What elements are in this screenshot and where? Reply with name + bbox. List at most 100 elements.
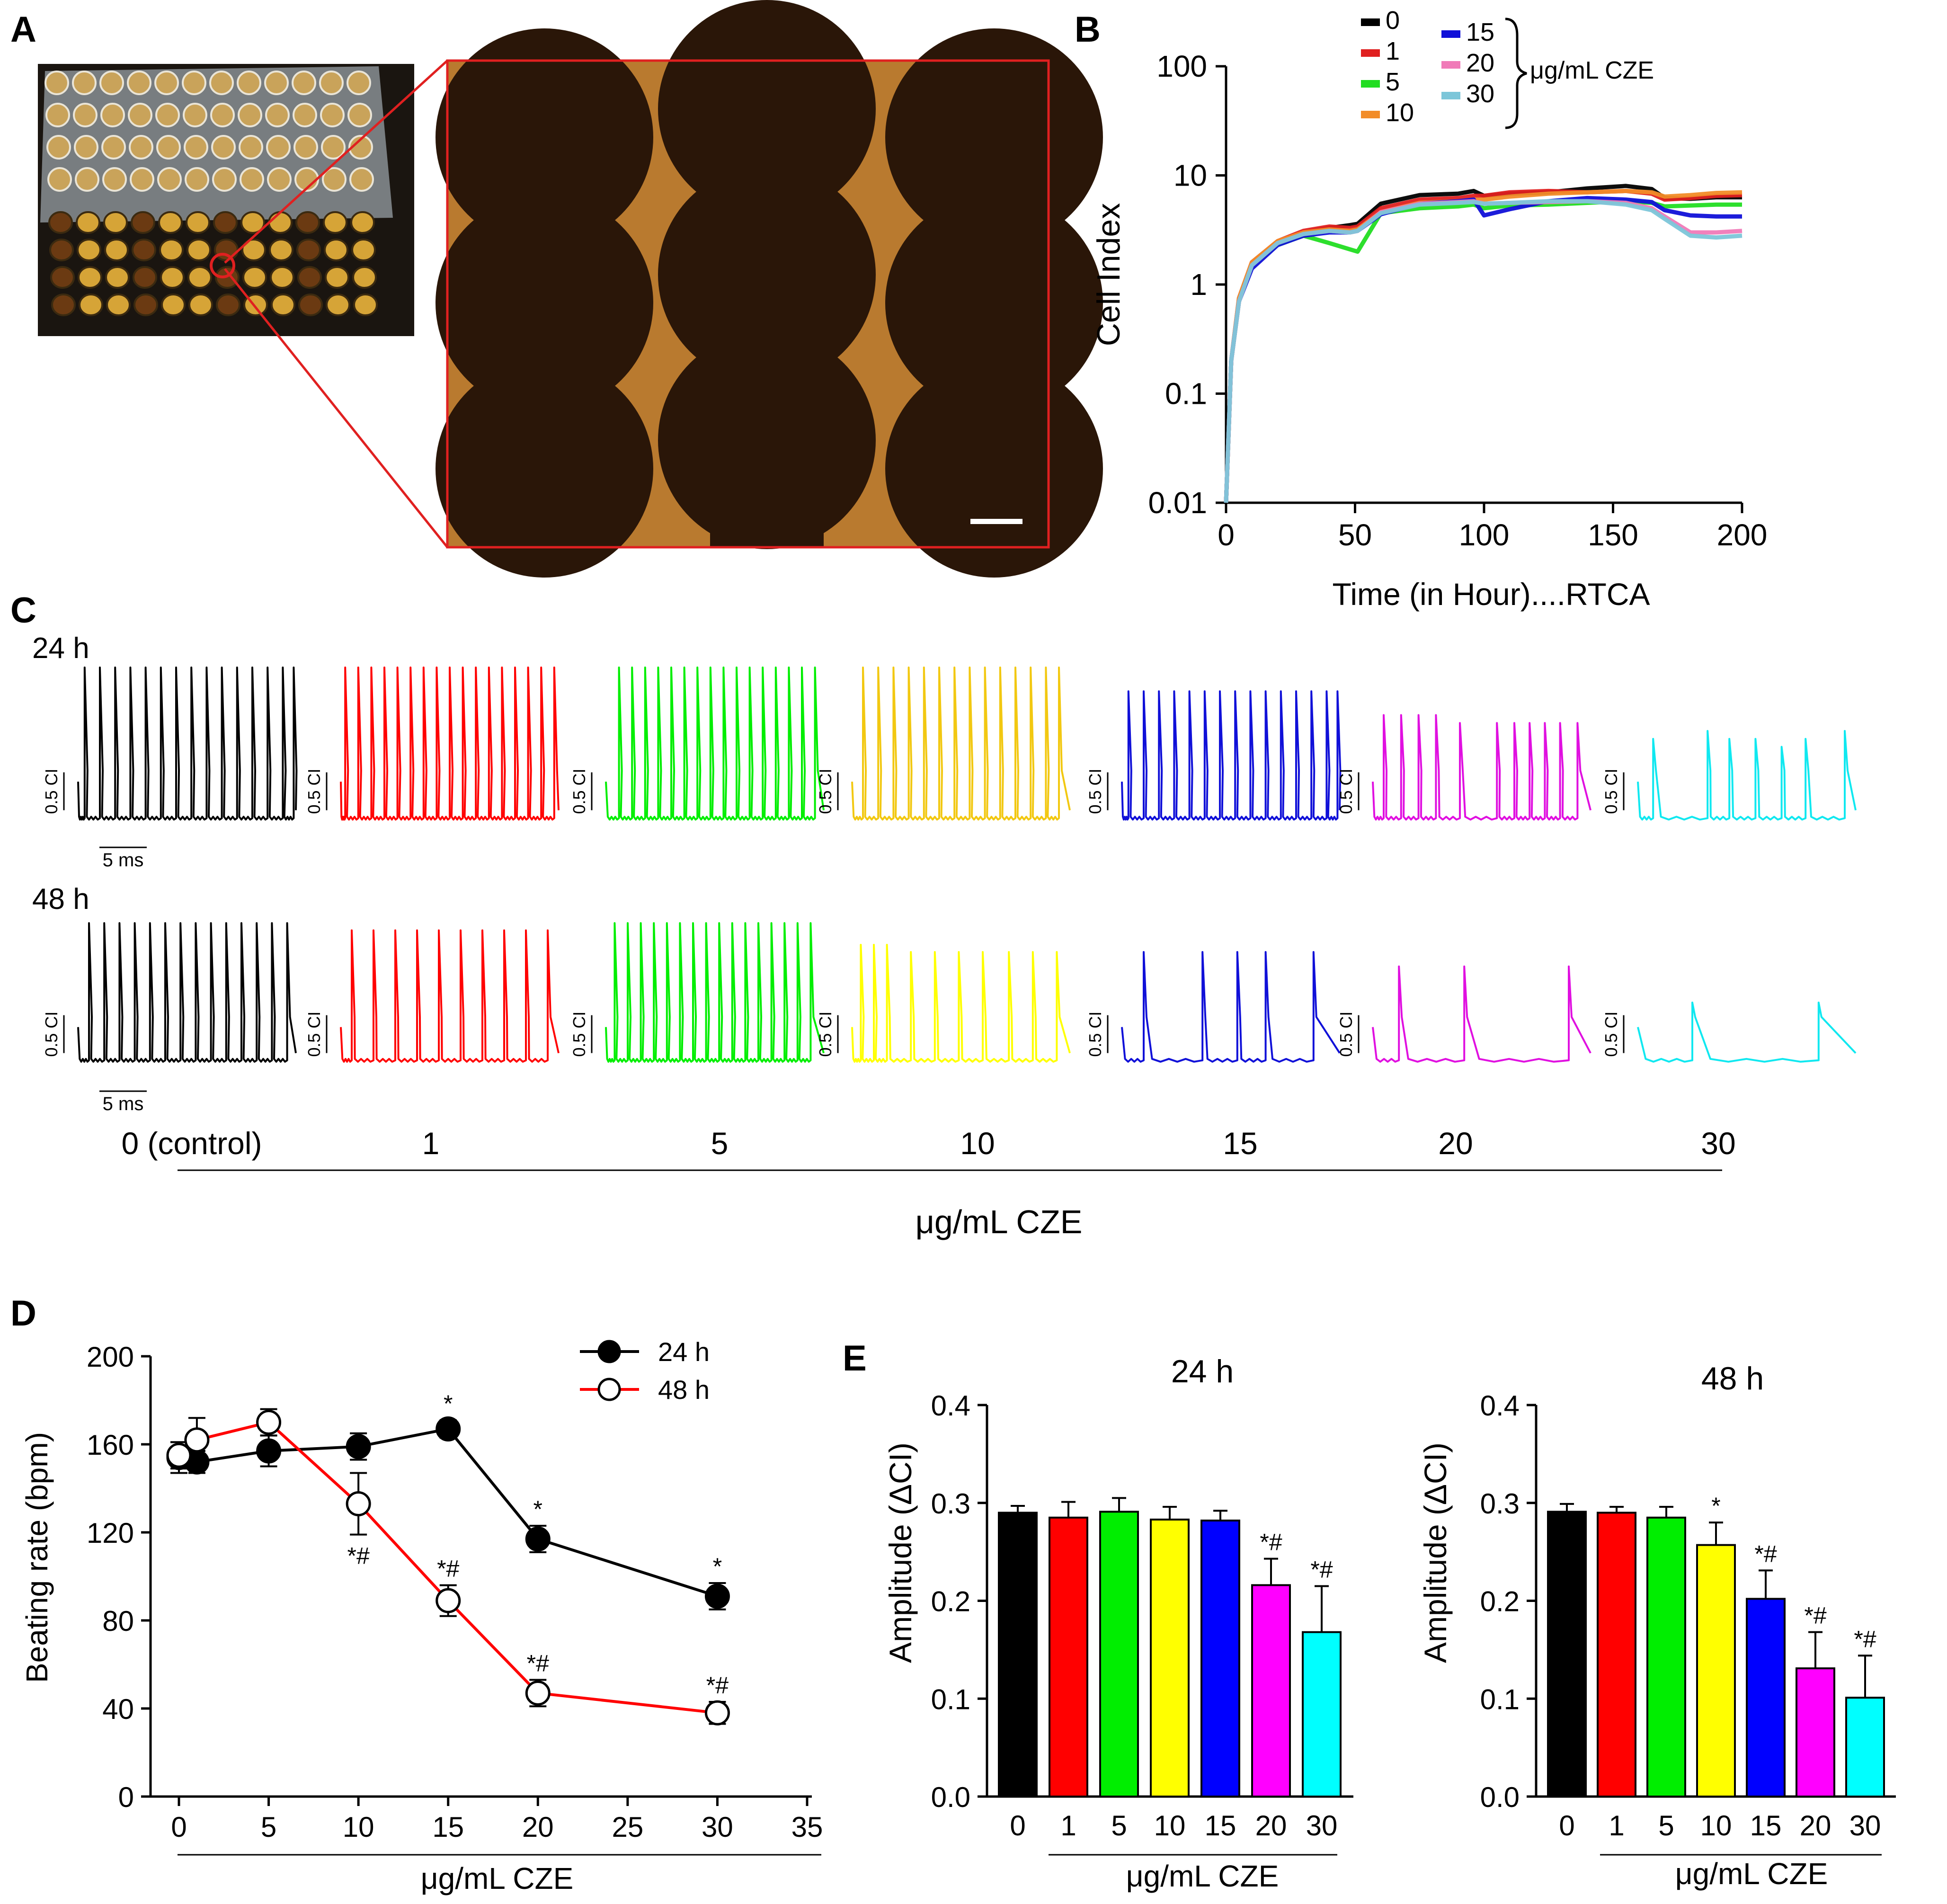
- zoom-well-marker: [210, 253, 235, 278]
- significance-mark: *#: [706, 1672, 729, 1699]
- plate-well: [103, 211, 128, 234]
- rtca-x-tick-label: 200: [1717, 518, 1768, 552]
- amplitude-24h-bar: [1049, 1516, 1088, 1797]
- rtca-ylabel: Cell Index: [1091, 203, 1127, 346]
- dose-labels: 0 (control) 1 5 10 15 20 30: [121, 1126, 1735, 1161]
- amplitude-24h-y-tick-label: 0.4: [931, 1390, 970, 1422]
- plate-well: [265, 103, 290, 127]
- plate-well: [293, 135, 318, 160]
- beating-y-tick-label: 80: [102, 1605, 134, 1637]
- scale-bar-ci-label: 0.5 CI: [1601, 768, 1621, 814]
- amplitude-48h-bar: [1597, 1512, 1636, 1798]
- legend-label: 24 h: [658, 1337, 710, 1367]
- beating-marker: [525, 1526, 551, 1552]
- beating-marker: [166, 1442, 192, 1468]
- plate-well: [269, 239, 293, 261]
- plate-well: [186, 211, 210, 234]
- plate-well: [78, 266, 102, 289]
- legend-swatch: [1441, 61, 1460, 69]
- amplitude-24h-title: 24 h: [1171, 1353, 1234, 1389]
- beating-marker: [256, 1438, 282, 1464]
- plate-well: [348, 135, 373, 160]
- plate-well: [295, 211, 320, 234]
- beating-x-tick-label: 25: [612, 1811, 643, 1843]
- amplitude-48h-bar: [1696, 1544, 1736, 1798]
- plate-well: [159, 239, 184, 261]
- plate-well: [298, 294, 323, 316]
- legend-label: 48 h: [658, 1375, 710, 1405]
- plate-well: [99, 71, 124, 95]
- beating-x-tick-label: 20: [522, 1811, 554, 1843]
- fp-trace: [1121, 690, 1342, 821]
- plate-well: [46, 135, 71, 160]
- amplitude-24h-x-tick-label: 15: [1205, 1810, 1236, 1842]
- scale-bar-time-label: 5 ms: [103, 1094, 144, 1114]
- plate-well: [51, 294, 76, 316]
- amplitude-48h-bar: [1646, 1516, 1686, 1797]
- fp-trace: [605, 667, 825, 821]
- amplitude-24h-chart: 0.00.10.20.30.40 1 5 10 15*#20*#30: [931, 1390, 1353, 1856]
- micrograph-electrodes: [436, 0, 1103, 578]
- plate-well: [50, 266, 75, 289]
- legend-swatch: [1361, 49, 1380, 57]
- scale-bar-ci-label: 0.5 CI: [1085, 768, 1105, 814]
- scale-bar-ci-label: 0.5 CI: [42, 1011, 61, 1057]
- amplitude-48h-y-tick-label: 0.3: [1480, 1488, 1520, 1520]
- beating-marker: [346, 1434, 371, 1459]
- electrode-column: [488, 61, 601, 547]
- legend-label: 15: [1466, 18, 1494, 46]
- plate-well: [48, 211, 73, 234]
- plate-well: [129, 135, 153, 160]
- fp-trace: [1637, 730, 1857, 821]
- plate-well: [319, 71, 344, 95]
- amplitude-24h-bar: [998, 1512, 1038, 1798]
- rtca-xlabel: Time (in Hour)....RTCA: [1332, 577, 1650, 612]
- amplitude-24h-x-tick-label: 20: [1255, 1810, 1287, 1842]
- significance-mark: *#: [1804, 1602, 1826, 1629]
- plate-well: [185, 167, 209, 192]
- zoom-line-bottom: [224, 268, 448, 548]
- amplitude-48h-bar: [1796, 1667, 1835, 1797]
- panel-letter-d: D: [10, 1293, 36, 1334]
- fp-trace: [1372, 965, 1591, 1063]
- plate-well: [211, 135, 236, 160]
- amplitude-48h-title: 48 h: [1701, 1361, 1764, 1397]
- amplitude-48h-bar: [1547, 1511, 1587, 1797]
- plate-well: [264, 71, 289, 95]
- plate-well: [271, 294, 295, 316]
- legend-label: 0: [1386, 6, 1400, 35]
- beating-x-tick-label: 30: [702, 1811, 733, 1843]
- plate-well: [187, 266, 212, 289]
- plate-well: [240, 211, 265, 234]
- significance-mark: *#: [347, 1543, 370, 1569]
- plate-well: [351, 239, 376, 261]
- panel-a-plate-photo: [38, 64, 414, 336]
- scale-bar-ci-label: 0.5 CI: [304, 768, 324, 814]
- plate-well: [347, 103, 372, 127]
- amplitude-24h-y-tick-label: 0.1: [931, 1683, 970, 1715]
- amplitude-48h-x-tick-label: 30: [1849, 1810, 1881, 1842]
- amplitude-48h-y-tick-label: 0.1: [1480, 1683, 1520, 1715]
- amplitude-48h-bar: [1746, 1598, 1786, 1797]
- amplitude-24h-bar: [1099, 1511, 1139, 1797]
- dose-label: 1: [422, 1126, 440, 1161]
- row-label-24h: 24 h: [32, 632, 89, 665]
- plate-well: [352, 266, 377, 289]
- amplitude-24h-y-tick-label: 0.0: [931, 1781, 970, 1813]
- rtca-y-tick-label: 100: [1156, 49, 1207, 83]
- legend-label: 20: [1466, 49, 1494, 77]
- plate-well: [212, 167, 237, 192]
- amplitude-24h-bar: [1200, 1519, 1240, 1798]
- amplitude-24h-ylabel: Amplitude (ΔCI): [883, 1442, 918, 1663]
- amplitude-24h-x-tick-label: 0: [1010, 1810, 1025, 1842]
- beating-y-tick-label: 160: [87, 1429, 134, 1461]
- plate-well: [72, 71, 97, 95]
- rtca-series: [1224, 184, 1743, 503]
- plate-well: [188, 294, 213, 316]
- scale-bar-ci-label: 0.5 CI: [816, 1011, 835, 1057]
- plate-well: [347, 71, 371, 95]
- rtca-y-tick-label: 0.01: [1148, 486, 1207, 520]
- beating-rate-ylabel: Beating rate (bpm): [20, 1432, 54, 1683]
